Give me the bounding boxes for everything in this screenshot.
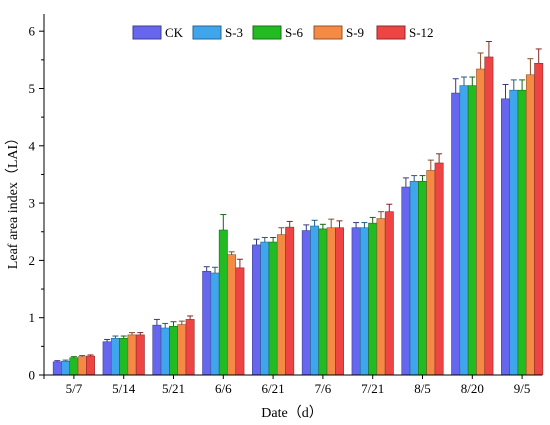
- bar-s-6-1: [119, 338, 129, 376]
- bar-s-6-2: [169, 325, 178, 376]
- x-tick-label-7: 8/5: [414, 381, 431, 396]
- bar-s-3-8: [459, 85, 469, 376]
- bar-ck-7: [401, 186, 411, 376]
- x-tick-label-6: 7/21: [361, 381, 384, 396]
- bar-s-3-9: [509, 89, 519, 376]
- y-tick-label-6: 6: [29, 24, 36, 39]
- bar-s-9-5: [326, 227, 336, 376]
- legend-swatch-ck: [132, 25, 162, 40]
- bar-s-6-8: [467, 85, 477, 376]
- bars-layer: [52, 56, 544, 376]
- bar-s-6-6: [368, 222, 378, 376]
- bar-ck-5: [301, 230, 311, 376]
- bar-ck-8: [451, 92, 461, 376]
- bar-s-12-4: [285, 226, 295, 376]
- y-tick-label-1: 1: [29, 310, 36, 325]
- bar-s-3-3: [210, 272, 220, 376]
- bar-s-9-8: [476, 68, 486, 376]
- bar-s-6-3: [218, 229, 228, 376]
- bar-s-12-9: [534, 62, 544, 376]
- bar-s-9-9: [525, 74, 535, 376]
- bar-s-9-7: [426, 170, 436, 376]
- x-tick-label-8: 8/20: [461, 381, 484, 396]
- bar-s-9-6: [376, 218, 386, 376]
- bar-ck-3: [202, 270, 212, 376]
- bar-s-9-1: [127, 334, 137, 376]
- bar-s-6-7: [418, 181, 427, 376]
- legend: CK S-3 S-6 S-9 S-12: [132, 25, 434, 40]
- bar-ck-1: [102, 341, 112, 376]
- bar-s-12-2: [185, 319, 195, 376]
- bar-s-6-4: [268, 241, 278, 376]
- bar-s-12-5: [335, 227, 344, 376]
- bar-s-9-0: [77, 356, 87, 376]
- bar-s-9-2: [177, 324, 187, 376]
- y-tick-label-5: 5: [29, 81, 36, 96]
- axes: 0 1 2 3 4 5 6 5/7 5/14 5/21 6/6 6/21 7/6 7/21 8/5 8/20 9…: [29, 14, 542, 396]
- legend-label-s-3: S-3: [225, 25, 243, 40]
- bar-s-12-1: [135, 334, 145, 376]
- bar-s-9-3: [227, 254, 237, 376]
- x-axis-title: Date（d）: [261, 405, 322, 421]
- bar-s-6-9: [517, 89, 527, 376]
- bar-ck-4: [252, 244, 261, 376]
- y-tick-label-2: 2: [29, 253, 36, 268]
- bar-s-3-7: [409, 181, 419, 376]
- legend-swatch-s-6: [252, 25, 282, 40]
- bar-s-3-5: [310, 225, 320, 376]
- legend-label-ck: CK: [165, 25, 184, 40]
- bar-s-6-5: [318, 228, 328, 376]
- x-tick-label-3: 6/6: [215, 381, 232, 396]
- legend-label-s-12: S-12: [409, 25, 434, 40]
- x-tick-label-2: 5/21: [162, 381, 185, 396]
- bar-ck-2: [152, 324, 162, 376]
- x-tick-label-5: 7/6: [315, 381, 332, 396]
- bar-s-3-6: [359, 227, 369, 376]
- x-tick-label-9: 9/5: [514, 381, 531, 396]
- bar-ck-6: [351, 227, 361, 376]
- bar-s-3-2: [160, 327, 170, 376]
- bar-s-3-1: [110, 338, 120, 376]
- bar-s-12-0: [86, 355, 95, 376]
- bar-s-6-0: [69, 357, 79, 376]
- y-axis-title: Leaf area index（LAI）: [5, 131, 21, 269]
- x-tick-label-0: 5/7: [66, 381, 83, 396]
- x-tick-label-1: 5/14: [112, 381, 136, 396]
- bar-s-9-4: [276, 234, 286, 376]
- bar-s-12-7: [434, 162, 444, 376]
- legend-label-s-9: S-9: [346, 25, 364, 40]
- x-tick-label-4: 6/21: [262, 381, 285, 396]
- bar-s-12-6: [384, 211, 394, 376]
- legend-swatch-s-3: [192, 25, 222, 40]
- bar-s-12-8: [484, 56, 494, 376]
- error-bars-layer: [54, 41, 542, 362]
- bar-ck-9: [501, 98, 510, 376]
- legend-label-s-6: S-6: [285, 25, 304, 40]
- y-tick-label-4: 4: [29, 138, 36, 153]
- y-tick-label-3: 3: [29, 196, 36, 211]
- y-tick-label-0: 0: [29, 368, 36, 383]
- legend-swatch-s-9: [313, 25, 343, 40]
- bar-s-3-0: [61, 360, 71, 376]
- bar-s-3-4: [260, 241, 270, 376]
- bar-ck-0: [52, 361, 62, 376]
- bar-s-12-3: [235, 267, 245, 376]
- legend-swatch-s-12: [376, 25, 406, 40]
